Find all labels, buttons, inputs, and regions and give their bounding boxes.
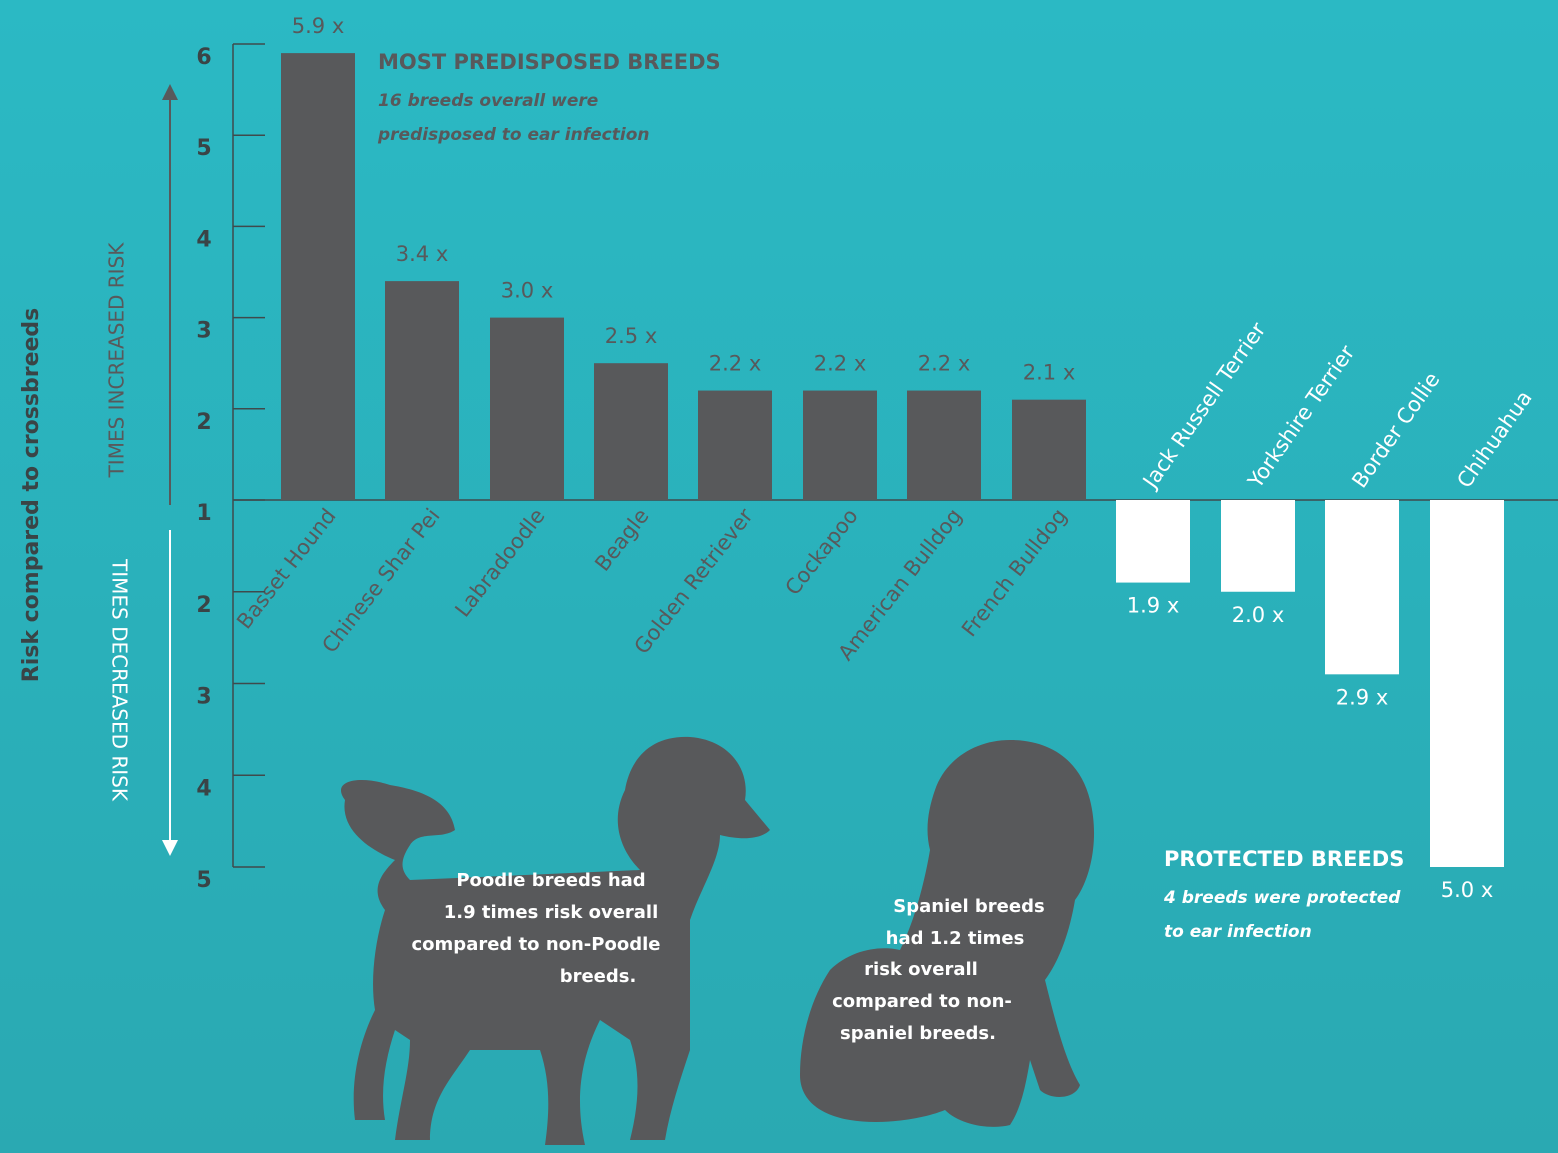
bar: [281, 53, 355, 501]
dog-caption: 1.9 times risk overall: [444, 902, 659, 923]
spaniel-silhouette: [800, 740, 1095, 1127]
bar: [385, 281, 459, 500]
bar: [1221, 500, 1295, 592]
y-tick-label: 2: [196, 593, 211, 618]
y-tick-label: 6: [196, 45, 211, 70]
y-tick-label: 4: [196, 776, 211, 801]
bar: [1116, 500, 1190, 583]
y-tick-label: 5: [196, 868, 211, 893]
y-tick-label: 1: [196, 501, 211, 526]
bar: [698, 390, 772, 500]
section-title: PROTECTED BREEDS: [1164, 847, 1404, 871]
dog-caption: Poodle breeds had: [456, 870, 645, 891]
y-tick-label: 5: [196, 136, 211, 161]
y-tick-label: 3: [196, 685, 211, 710]
dog-caption: had 1.2 times: [886, 928, 1025, 949]
value-label: 2.0 x: [1232, 603, 1285, 627]
bar: [490, 317, 564, 500]
bar: [1012, 399, 1086, 500]
value-label: 2.2 x: [918, 352, 971, 376]
poodle-silhouette: [341, 736, 770, 1145]
section-subtitle: 16 breeds overall were: [378, 91, 598, 111]
bar: [1430, 500, 1504, 867]
value-label: 1.9 x: [1127, 594, 1180, 618]
dog-caption: compared to non-: [832, 991, 1012, 1012]
dog-caption: Spaniel breeds: [893, 896, 1044, 917]
dog-caption: risk overall: [864, 959, 978, 980]
y-axis-label: Risk compared to crossbreeds: [19, 308, 44, 682]
value-label: 2.1 x: [1023, 361, 1076, 385]
section-subtitle: 4 breeds were protected: [1163, 888, 1401, 908]
value-label: 5.0 x: [1441, 878, 1494, 902]
value-label: 3.0 x: [501, 279, 554, 303]
y-tick-label: 3: [196, 319, 211, 344]
value-label: 2.5 x: [605, 324, 658, 348]
section-title: MOST PREDISPOSED BREEDS: [378, 50, 721, 74]
value-label: 2.2 x: [814, 352, 867, 376]
value-label: 2.2 x: [709, 352, 762, 376]
dog-caption: breeds.: [560, 966, 637, 987]
bar: [803, 390, 877, 500]
y-tick-label: 4: [196, 227, 211, 252]
axis-direction-label: TIMES DECREASED RISK: [108, 558, 132, 802]
section-subtitle: predisposed to ear infection: [377, 125, 649, 145]
value-label: 2.9 x: [1336, 685, 1389, 709]
value-label: 3.4 x: [396, 242, 449, 266]
bar: [1325, 500, 1399, 675]
axis-direction-label: TIMES INCREASED RISK: [105, 242, 129, 479]
section-subtitle: to ear infection: [1164, 922, 1312, 942]
bar: [594, 363, 668, 500]
dog-caption: compared to non-Poodle: [412, 934, 661, 955]
y-tick-label: 2: [196, 410, 211, 435]
value-label: 5.9 x: [292, 14, 345, 38]
dog-caption: spaniel breeds.: [840, 1023, 996, 1044]
bar: [907, 390, 981, 500]
